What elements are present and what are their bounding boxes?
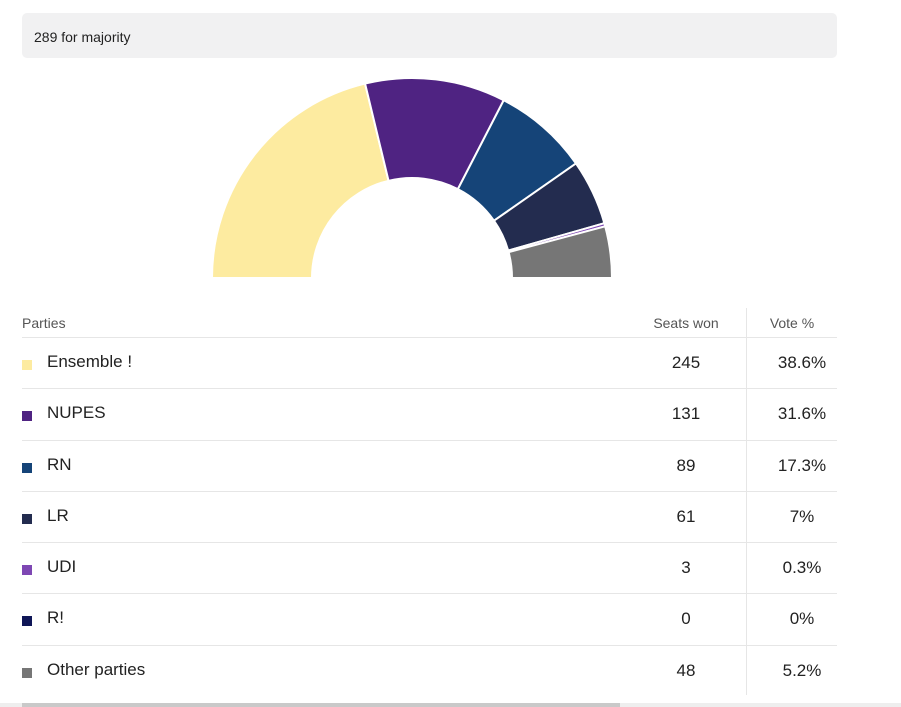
- table-row: UDI 3 0.3%: [22, 543, 837, 595]
- results-table-body: Ensemble ! 245 38.6% NUPES 131 31.6% RN 89 17.3%…: [22, 338, 837, 697]
- hemicycle-segment-other-parties[interactable]: [507, 225, 614, 279]
- party-color-swatch: [22, 411, 32, 422]
- seats-won-value: 0: [681, 609, 691, 629]
- party-name: UDI: [47, 557, 77, 577]
- table-row: Ensemble ! 245 38.6%: [22, 338, 837, 390]
- header-seats-won: Seats won: [653, 315, 719, 331]
- seats-won-value: 3: [681, 558, 691, 578]
- table-row: NUPES 131 31.6%: [22, 389, 837, 441]
- party-name: NUPES: [47, 403, 106, 423]
- party-color-swatch: [22, 616, 32, 627]
- table-row: R! 0 0%: [22, 594, 837, 646]
- party-color-swatch: [22, 667, 32, 678]
- table-row: LR 61 7%: [22, 492, 837, 544]
- hemicycle-chart: [210, 77, 614, 279]
- horizontal-scrollbar[interactable]: [0, 703, 901, 707]
- majority-banner: 289 for majority: [22, 13, 837, 58]
- seats-won-value: 89: [676, 455, 696, 475]
- party-name: Other parties: [47, 659, 146, 679]
- vote-percent-value: 5.2%: [782, 660, 822, 680]
- column-divider: [746, 308, 747, 695]
- vote-percent-value: 0.3%: [782, 558, 822, 578]
- party-color-swatch: [22, 360, 32, 370]
- vote-percent-value: 7%: [789, 506, 815, 526]
- party-color-swatch: [22, 565, 32, 576]
- party-color-swatch: [22, 462, 32, 473]
- hemicycle-segment-ensemble[interactable]: [210, 82, 390, 279]
- vote-percent-value: 17.3%: [777, 455, 827, 475]
- party-name: Ensemble !: [47, 352, 133, 371]
- seats-won-value: 131: [671, 404, 701, 424]
- vote-percent-value: 0%: [789, 609, 815, 629]
- table-row: Other parties 48 5.2%: [22, 646, 837, 697]
- results-table-header: Parties Seats won Vote %: [22, 308, 837, 338]
- party-name: LR: [47, 505, 69, 525]
- scrollbar-thumb[interactable]: [22, 703, 620, 707]
- majority-label: 289 for majority: [34, 29, 131, 45]
- vote-percent-value: 31.6%: [777, 404, 827, 424]
- vote-percent-value: 38.6%: [777, 353, 827, 372]
- party-name: RN: [47, 454, 72, 474]
- seats-won-value: 48: [676, 660, 696, 680]
- seats-won-value: 61: [676, 506, 696, 526]
- party-name: R!: [47, 608, 64, 628]
- party-color-swatch: [22, 513, 32, 524]
- table-row: RN 89 17.3%: [22, 441, 837, 492]
- header-parties: Parties: [22, 315, 66, 331]
- seats-won-value: 245: [671, 353, 701, 372]
- header-vote-percent: Vote %: [769, 315, 815, 331]
